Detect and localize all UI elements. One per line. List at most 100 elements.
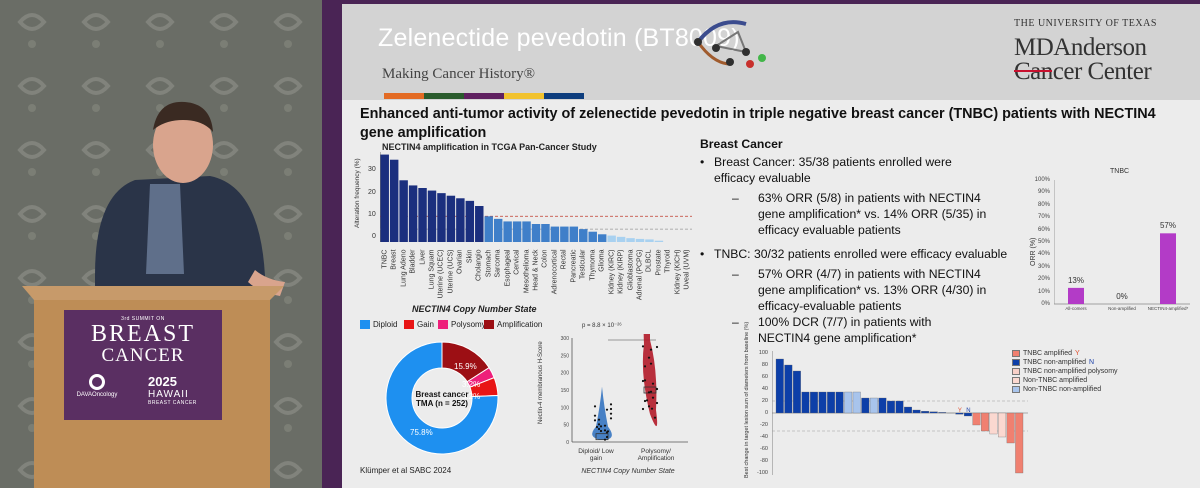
tcga-bar <box>418 188 427 242</box>
orr-title: TNBC <box>1110 168 1130 175</box>
tcga-bar <box>456 198 465 242</box>
wf-legend-item: Non-TNBC non-amplified <box>1012 386 1101 393</box>
slide-tagline: Making Cancer History® <box>382 66 536 82</box>
legend-swatch <box>1012 368 1020 375</box>
tcga-category-label: Adrenocortical <box>551 249 559 295</box>
tcga-bar <box>654 240 664 242</box>
wf-ytick: -20 <box>760 422 768 428</box>
slide-headline: Enhanced anti-tumor activity of zelenect… <box>360 106 1156 141</box>
wf-ytick: -80 <box>760 458 768 464</box>
tcga-category-label: Cervical <box>513 249 521 275</box>
data-point <box>651 396 655 399</box>
wf-ytick: -60 <box>760 446 768 452</box>
slice-label-gain: 5.2% <box>462 392 481 401</box>
tcga-category-label: Breast <box>390 249 398 270</box>
waterfall-bar <box>861 397 870 414</box>
tcga-category-label: Head & Neck <box>532 249 540 291</box>
waterfall-bar <box>912 409 921 414</box>
tcga-bar <box>512 221 522 242</box>
median-box <box>643 386 657 394</box>
scatter-ytick: 250 <box>561 353 570 359</box>
tcga-category-label: Cholangio <box>475 249 483 282</box>
dash-icon: – <box>732 267 739 281</box>
waterfall-bar <box>981 412 989 432</box>
donut-plot <box>385 341 499 455</box>
bullet-2-sub2: 100% DCR (7/7) in patients with NECTIN4 … <box>758 315 932 345</box>
hscore-plot: 300 250 200 150 100 50 0 <box>561 334 688 446</box>
tcga-bar <box>465 200 475 242</box>
tcga-chart-title: NECTIN4 amplification in TCGA Pan-Cancer… <box>382 142 597 152</box>
donut-center-line2: TMA (n = 252) <box>416 399 468 408</box>
tcga-category-label: Sarcoma <box>494 249 502 278</box>
bullet-2: TNBC: 30/32 patients enrolled were effic… <box>714 247 1008 261</box>
tcga-category-label: Uterine (UCS) <box>447 249 455 294</box>
tcga-bar <box>645 239 654 242</box>
data-point <box>597 427 601 431</box>
waterfall-bar <box>955 412 964 415</box>
dash-icon: – <box>732 191 739 205</box>
tcga-bar <box>597 234 607 242</box>
data-point <box>609 417 613 420</box>
tcga-category-label: Adrenal (PCPG) <box>636 249 644 301</box>
speaker-scene <box>0 0 322 488</box>
dava-logo-icon <box>89 374 105 390</box>
data-point <box>655 345 659 349</box>
tcga-category-label: Colon <box>541 249 549 268</box>
scatter-ytick: 50 <box>563 423 569 429</box>
tcga-bar <box>560 226 569 242</box>
tcga-category-label: Stomach <box>485 249 493 278</box>
data-point <box>643 379 647 382</box>
data-point <box>655 401 659 405</box>
orr-ytick: 70% <box>1037 214 1050 221</box>
data-point <box>649 390 653 393</box>
waterfall-bar <box>904 406 912 414</box>
orr-ytick: 20% <box>1037 276 1050 283</box>
orr-category-label: Non-amplified <box>1108 306 1136 311</box>
speaker-figure <box>95 101 285 296</box>
orr-bar <box>1160 233 1176 304</box>
waterfall-bar <box>775 358 784 414</box>
waterfall-bar <box>852 391 861 414</box>
data-point <box>641 407 645 411</box>
slide-title: Zelenectide pevedotin (BT8009) <box>378 24 740 52</box>
hscore-xcat: Polysomy/ Amplification <box>637 448 675 462</box>
data-point <box>645 399 649 402</box>
tcga-category-label: Prostate <box>655 249 663 276</box>
tcga-bar <box>550 226 560 242</box>
orr-ytick: 30% <box>1037 263 1050 270</box>
bullet-dot: • <box>700 247 705 261</box>
tcga-category-label: Uterine (UCEC) <box>437 249 445 299</box>
podium-org-logo: DAVAOncology <box>72 374 122 398</box>
slice-label-diploid: 75.8% <box>410 428 433 437</box>
orr-value-label: 13% <box>1067 275 1084 285</box>
scatter-ytick: 300 <box>561 336 570 342</box>
podium-org: DAVAOncology <box>76 392 118 398</box>
data-point <box>649 348 653 351</box>
legend-label: TNBC amplified <box>1023 350 1073 357</box>
orr-ytick: 80% <box>1037 201 1050 208</box>
data-point <box>599 425 603 428</box>
podium-event-line1: BREAST <box>90 321 195 347</box>
data-point <box>603 424 607 427</box>
legend-label: TNBC non-amplified <box>1023 359 1087 366</box>
wf-ytick: -40 <box>760 434 768 440</box>
violin-amp <box>642 334 658 426</box>
slide-header: Zelenectide pevedotin (BT8009) Making Ca… <box>342 4 1200 100</box>
tcga-category-label: Uveal (UVM) <box>683 249 691 290</box>
institution-line1: THE UNIVERSITY OF TEXAS <box>1014 18 1157 29</box>
wf-legend-item: TNBC non-amplified N <box>1012 359 1094 366</box>
hscore-ylabel: Nectin-4 membranous H-Score <box>538 341 544 424</box>
wf-ytick: 100 <box>758 350 768 356</box>
wf-ytick: 80 <box>761 362 768 368</box>
legend-label: Diploid <box>373 320 398 329</box>
donut-slice <box>385 341 499 455</box>
citation: Klümper et al SABC 2024 <box>360 466 452 475</box>
slice-label-polysomy: 3.2% <box>462 380 481 389</box>
orr-value-label: 57% <box>1159 221 1176 231</box>
podium-event-top: 3rd SUMMIT ON <box>121 316 165 322</box>
waterfall-bar <box>938 412 947 414</box>
wf-ytick: 20 <box>761 398 768 404</box>
tcga-category-label: Esophageal <box>504 249 512 287</box>
waterfall-bar <box>827 391 836 414</box>
tcga-category-label: Rectal <box>560 249 568 270</box>
